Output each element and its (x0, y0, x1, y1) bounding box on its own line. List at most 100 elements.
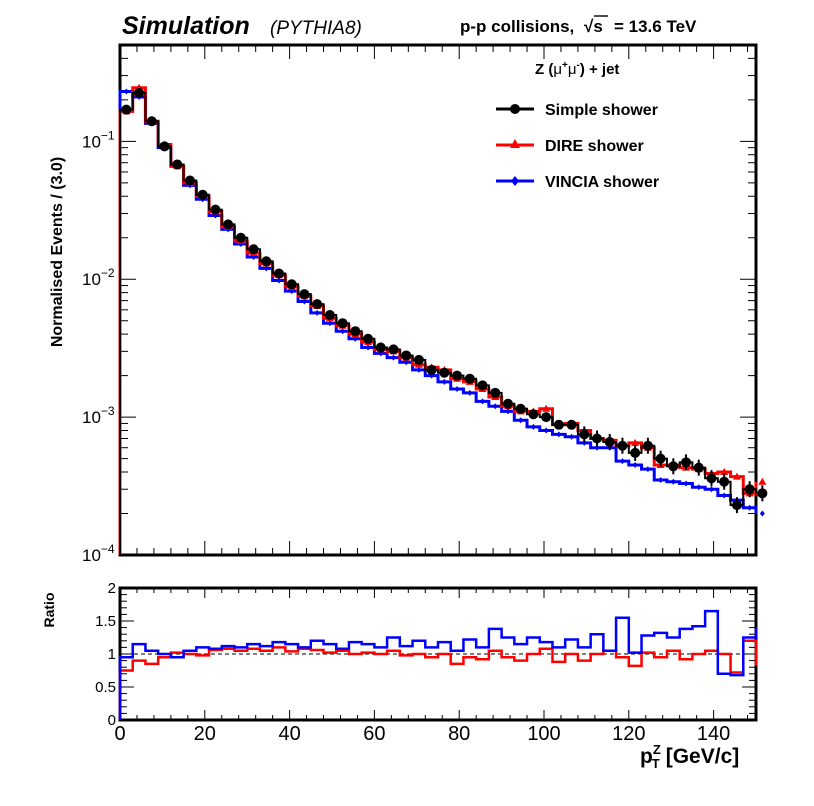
vincia-marker (441, 378, 447, 385)
vincia-marker (632, 461, 638, 468)
simple-marker (248, 244, 259, 255)
vincia-marker (352, 335, 358, 342)
simulation-title: Simulation (122, 12, 250, 40)
ratio-y-tick-label: 1.5 (95, 613, 116, 630)
ratio-y-tick-label: 0 (108, 712, 116, 729)
vincia-marker (467, 389, 473, 396)
simple-marker (274, 268, 284, 279)
vincia-marker (340, 328, 346, 335)
ratio-dire-line (118, 639, 758, 720)
ratio-y-tick-labels: 0 0.5 1 1.5 2 (95, 580, 116, 729)
simple-marker (655, 453, 666, 464)
vincia-marker (696, 484, 702, 491)
vincia-marker (594, 444, 600, 451)
simple-marker (592, 433, 602, 444)
process-label: Z (μ+μ-) + jet (535, 60, 619, 78)
simple-marker (502, 398, 513, 409)
simple-marker (324, 310, 335, 321)
vincia-marker (123, 88, 129, 95)
main-plot: 10−1 10−2 10−3 10−4 Normalised Events / (3.… (49, 43, 768, 565)
legend-marker-vincia (511, 176, 519, 186)
main-y-axis-label: Normalised Events / (3.0) (49, 157, 66, 347)
simple-marker (477, 380, 488, 391)
legend-label-simple: Simple shower (545, 102, 658, 119)
vincia-marker (619, 458, 625, 465)
simple-marker (668, 461, 679, 472)
sqrt-s-label: √s (584, 17, 603, 36)
simple-marker (630, 447, 641, 458)
vincia-marker (556, 431, 562, 438)
main-y-tick-label: 10−2 (82, 266, 115, 289)
simple-marker (566, 419, 577, 430)
x-tick-label: 100 (527, 723, 560, 745)
simple-marker (439, 367, 450, 378)
energy-label: = 13.6 TeV (614, 17, 697, 36)
simple-marker (172, 159, 183, 170)
legend-label-vincia: VINCIA shower (545, 174, 659, 191)
simple-marker (146, 116, 157, 127)
simple-marker (528, 409, 539, 420)
ratio-y-tick-label: 1 (108, 646, 116, 663)
ratio-plot: 0 0.5 1 1.5 2 0 20 40 60 80 100 120 140 Ratio pZ T [G… (41, 580, 758, 771)
ratio-y-tick-label: 0.5 (95, 679, 116, 696)
x-tick-label: 20 (194, 723, 216, 745)
main-y-tick-labels: 10−1 10−2 10−3 10−4 (82, 128, 115, 565)
simple-marker (541, 412, 552, 423)
vincia-marker (530, 423, 536, 430)
vincia-marker (658, 476, 664, 483)
dire-marker (542, 404, 551, 412)
vincia-marker (747, 504, 753, 511)
legend: Simple shower DIRE shower VINCIA shower (496, 102, 659, 191)
vincia-marker (314, 309, 320, 316)
main-y-tick-label: 10−3 (82, 404, 115, 427)
vincia-marker (276, 277, 282, 284)
simple-marker (299, 289, 310, 300)
vincia-marker (327, 320, 333, 327)
simple-marker (261, 256, 272, 267)
legend-marker-simple (510, 104, 520, 114)
vincia-marker (480, 398, 486, 405)
vincia-marker (518, 417, 524, 424)
simple-marker (363, 333, 374, 344)
main-y-tick-label: 10−4 (82, 542, 115, 565)
simple-marker (731, 500, 742, 511)
simple-marker (286, 279, 297, 290)
ratio-y-tick-label: 2 (108, 580, 116, 597)
vincia-marker (365, 344, 371, 351)
vincia-marker (492, 403, 498, 410)
vincia-marker (670, 478, 676, 485)
vincia-marker (390, 354, 396, 361)
simple-marker (375, 342, 386, 353)
simple-marker (312, 299, 323, 310)
simple-marker (706, 473, 717, 484)
vincia-marker (543, 427, 549, 434)
simple-marker (401, 350, 412, 361)
simple-marker (426, 364, 437, 375)
collision-label: p-p collisions, (460, 17, 574, 36)
x-tick-label: 80 (448, 723, 470, 745)
legend-marker-dire (510, 139, 520, 148)
x-tick-label: 0 (114, 723, 125, 745)
simple-marker (134, 87, 145, 98)
legend-item-vincia: VINCIA shower (496, 174, 659, 191)
simple-marker (159, 141, 170, 152)
x-tick-label: 120 (612, 723, 645, 745)
vincia-marker (645, 466, 651, 473)
simple-marker (235, 232, 246, 243)
simple-marker (490, 387, 501, 398)
vincia-marker (569, 433, 575, 440)
simple-marker (604, 437, 615, 448)
vincia-marker (416, 366, 422, 373)
x-tick-label: 60 (363, 723, 385, 745)
simple-marker (642, 440, 653, 451)
legend-item-dire: DIRE shower (496, 138, 644, 155)
simple-marker (223, 219, 234, 230)
simple-marker (579, 429, 590, 440)
main-plot-ticks (119, 44, 756, 556)
simple-marker (350, 326, 361, 337)
main-y-tick-label: 10−1 (82, 128, 115, 151)
x-tick-label: 140 (697, 723, 730, 745)
dire-marker (732, 472, 741, 480)
generator-label: (PYTHIA8) (270, 18, 362, 39)
